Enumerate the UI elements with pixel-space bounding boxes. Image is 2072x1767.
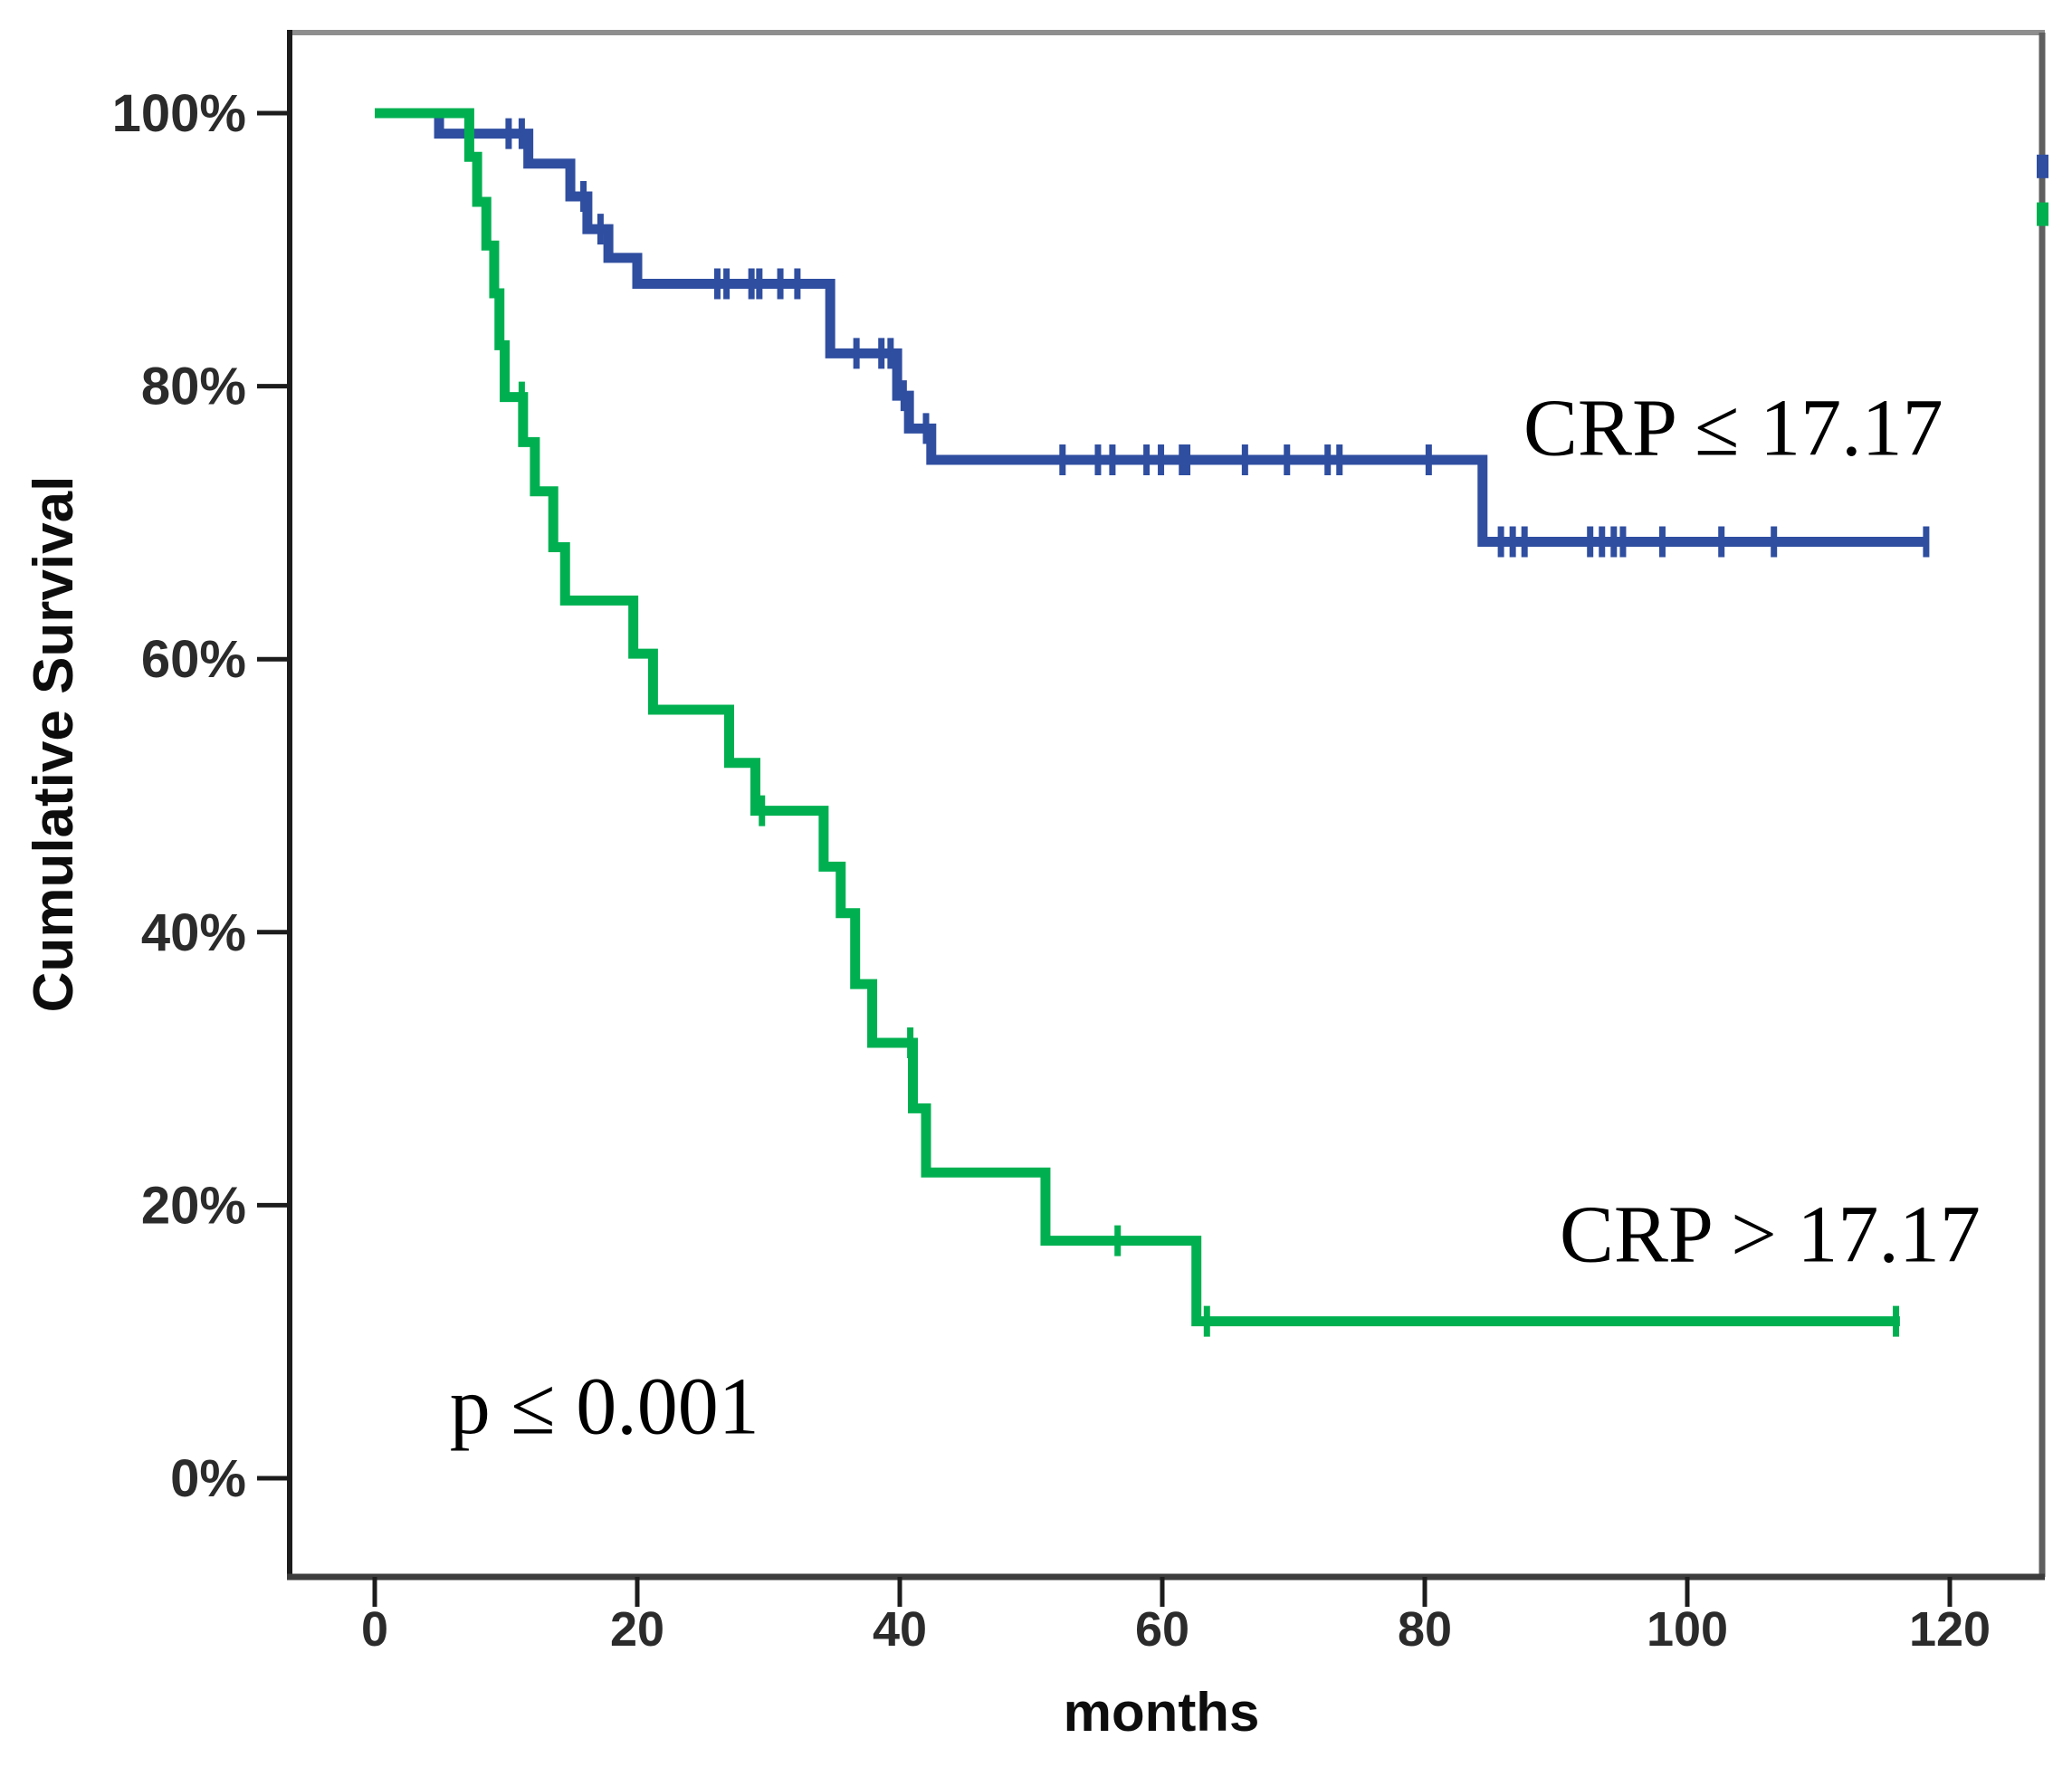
x-axis-ticks: 0 20 40 60 80 100 120 <box>361 1577 1991 1657</box>
y-axis-title: Cumulative Survival <box>23 476 85 1013</box>
plot-frame <box>287 30 2046 1581</box>
edge-artifact-mark <box>2037 202 2048 226</box>
survival-curve-crp-low <box>375 108 1929 548</box>
label-p-value: p ≤ 0.001 <box>450 1362 759 1452</box>
edge-artifacts <box>2037 154 2048 226</box>
chart-annotations: CRP ≤ 17.17 CRP > 17.17 p ≤ 0.001 <box>450 383 1981 1451</box>
y-tick-label: 80% <box>141 358 246 416</box>
label-crp-high: CRP > 17.17 <box>1560 1190 1981 1280</box>
label-crp-low: CRP ≤ 17.17 <box>1523 383 1943 473</box>
y-tick-label: 0% <box>170 1449 246 1508</box>
y-tick-label: 20% <box>141 1176 246 1235</box>
survival-curve-crp-high <box>375 108 1900 1327</box>
x-tick-label: 120 <box>1909 1602 1991 1657</box>
y-tick-label: 40% <box>141 903 246 962</box>
x-tick-label: 60 <box>1135 1602 1189 1657</box>
x-tick-label: 100 <box>1647 1602 1728 1657</box>
survival-curves <box>375 108 1930 1337</box>
x-tick-label: 20 <box>610 1602 664 1657</box>
y-axis-ticks: 0% 20% 40% 60% 80% 100% <box>112 84 290 1508</box>
x-tick-label: 0 <box>361 1602 388 1657</box>
x-tick-label: 80 <box>1398 1602 1452 1657</box>
y-tick-label: 100% <box>112 84 246 143</box>
edge-artifact-mark <box>2037 154 2048 178</box>
x-tick-label: 40 <box>873 1602 927 1657</box>
x-axis-title: months <box>1064 1682 1260 1743</box>
y-tick-label: 60% <box>141 630 246 689</box>
